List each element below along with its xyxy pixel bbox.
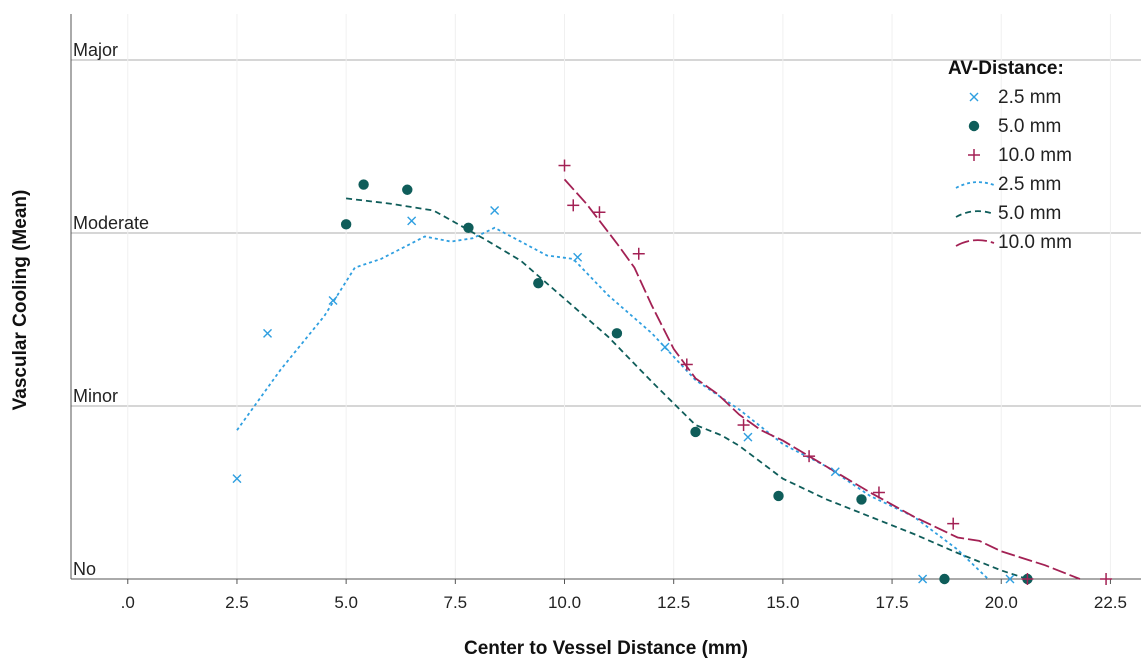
data-point bbox=[263, 328, 273, 338]
data-point bbox=[328, 295, 338, 305]
data-point bbox=[593, 206, 606, 219]
legend-line-swatch bbox=[955, 239, 995, 247]
legend-label: 5.0 mm bbox=[998, 203, 1061, 224]
x-tick-label: 10.0 bbox=[548, 593, 581, 612]
data-point bbox=[358, 179, 369, 190]
legend: AV-Distance: 2.5 mm 5.0 mm 10.0 mm 2.5 mm 5.… bbox=[948, 58, 1072, 253]
legend-marker bbox=[968, 120, 980, 132]
legend-marker bbox=[968, 149, 980, 161]
x-tick-label: 7.5 bbox=[444, 593, 468, 612]
y-category-label: Major bbox=[73, 40, 118, 60]
x-tick-label: 15.0 bbox=[766, 593, 799, 612]
data-point bbox=[856, 494, 867, 505]
data-point bbox=[737, 419, 750, 432]
data-point bbox=[1005, 574, 1015, 584]
x-axis-ticks: .0 2.5 5.0 7.5 10.0 12.5 15.0 17.5 20.0 22.5 bbox=[121, 579, 1127, 612]
x-tick-label: 5.0 bbox=[334, 593, 358, 612]
data-points bbox=[232, 159, 1113, 585]
x-tick-label: 2.5 bbox=[225, 593, 249, 612]
legend-item: 2.5 mm bbox=[955, 174, 1061, 195]
data-point bbox=[939, 573, 950, 585]
legend-label: 5.0 mm bbox=[998, 116, 1061, 137]
y-category-label: Moderate bbox=[73, 213, 149, 233]
legend-items: 2.5 mm 5.0 mm 10.0 mm 2.5 mm 5.0 mm 10.0 mm bbox=[955, 87, 1072, 253]
data-point bbox=[743, 432, 753, 442]
x-tick-label: 12.5 bbox=[657, 593, 690, 612]
legend-line-swatch bbox=[955, 210, 995, 218]
y-axis-categories: No Minor Moderate Major bbox=[73, 40, 149, 579]
data-point bbox=[611, 328, 623, 339]
data-point bbox=[1021, 573, 1034, 585]
legend-item: 5.0 mm bbox=[968, 116, 1061, 137]
data-point bbox=[533, 277, 544, 289]
fit-line-25 bbox=[236, 226, 989, 580]
y-axis-title: Vascular Cooling (Mean) bbox=[10, 190, 31, 411]
y-category-label: No bbox=[73, 559, 96, 579]
x-tick-label: 17.5 bbox=[876, 593, 909, 612]
fit-lines bbox=[236, 178, 1081, 580]
legend-item: 2.5 mm bbox=[969, 87, 1061, 108]
legend-item: 5.0 mm bbox=[955, 203, 1061, 224]
x-tick-label: 22.5 bbox=[1094, 593, 1127, 612]
data-point bbox=[918, 574, 928, 584]
legend-item: 10.0 mm bbox=[968, 145, 1072, 166]
x-axis-title: Center to Vessel Distance (mm) bbox=[464, 638, 748, 659]
data-point bbox=[773, 490, 784, 502]
data-point bbox=[1100, 573, 1113, 585]
data-point bbox=[340, 219, 352, 230]
y-category-label: Minor bbox=[73, 386, 118, 406]
data-point bbox=[402, 184, 413, 195]
data-point bbox=[830, 467, 840, 477]
data-point bbox=[232, 474, 242, 484]
x-tick-label: 20.0 bbox=[985, 593, 1018, 612]
data-point bbox=[872, 486, 885, 499]
data-point bbox=[680, 358, 693, 371]
fit-line-50 bbox=[345, 197, 1028, 580]
legend-label: 2.5 mm bbox=[998, 87, 1061, 108]
data-point bbox=[690, 426, 701, 438]
data-point bbox=[463, 222, 474, 234]
data-point bbox=[632, 247, 645, 260]
data-point bbox=[947, 517, 960, 530]
legend-title: AV-Distance: bbox=[948, 58, 1064, 79]
legend-label: 10.0 mm bbox=[998, 232, 1072, 253]
x-tick-label: .0 bbox=[121, 593, 135, 612]
data-point bbox=[407, 216, 417, 226]
data-point bbox=[567, 199, 580, 212]
data-point bbox=[660, 342, 670, 352]
legend-label: 2.5 mm bbox=[998, 174, 1061, 195]
legend-marker bbox=[969, 92, 979, 102]
gridlines bbox=[71, 14, 1141, 579]
legend-item: 10.0 mm bbox=[955, 232, 1072, 253]
fit-line-100 bbox=[563, 178, 1081, 580]
data-point bbox=[558, 159, 571, 172]
data-point bbox=[573, 252, 583, 262]
axes bbox=[70, 14, 1141, 580]
legend-line-swatch bbox=[955, 181, 995, 189]
legend-label: 10.0 mm bbox=[998, 145, 1072, 166]
data-point bbox=[803, 450, 816, 463]
data-point bbox=[490, 206, 500, 216]
